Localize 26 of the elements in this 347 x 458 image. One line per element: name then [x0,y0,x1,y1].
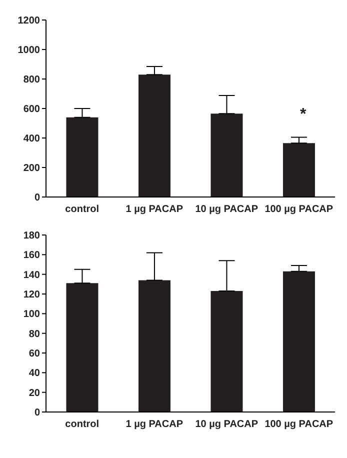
y-tick-label: 1200 [18,16,40,27]
x-tick-label: 1 µg PACAP [126,204,184,216]
y-tick-label: 100 [23,309,40,320]
x-tick-label: 1 µg PACAP [126,419,184,430]
y-tick-label: 200 [23,163,40,174]
y-tick-label: 180 [23,230,40,242]
x-tick-label: 100 µg PACAP [264,419,334,430]
x-tick-label: 10 µg PACAP [195,419,258,430]
y-tick-label: 800 [23,74,40,86]
y-tick-label: 20 [28,388,40,399]
y-tick-label: 400 [23,134,40,145]
y-tick-label: 140 [23,270,40,281]
y-tick-label: 600 [23,104,40,116]
y-tick-label: 1000 [18,45,40,56]
y-tick-label: 40 [28,368,40,380]
x-tick-label: control [65,204,100,216]
x-tick-label: control [65,419,100,430]
x-tick-label: 10 µg PACAP [195,204,258,216]
y-tick-label: 160 [23,250,40,262]
x-tick-label: 100 µg PACAP [264,204,334,216]
y-tick-label: 120 [23,290,40,301]
y-tick-label: 60 [28,348,40,360]
y-tick-label: 80 [28,328,40,340]
y-tick-label: 0 [34,192,40,204]
y-tick-label: 0 [34,408,40,419]
annotation: * [300,106,306,124]
